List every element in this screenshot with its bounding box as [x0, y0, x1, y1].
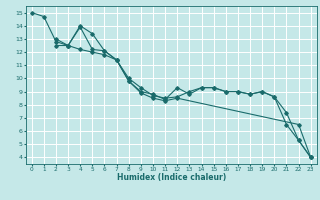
- X-axis label: Humidex (Indice chaleur): Humidex (Indice chaleur): [116, 173, 226, 182]
